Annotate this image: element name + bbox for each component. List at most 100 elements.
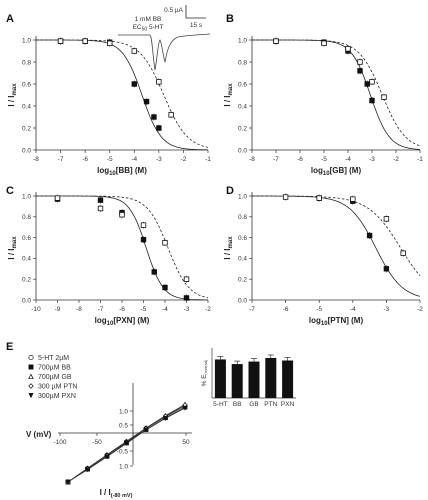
- y-axis-label: I / Imax: [7, 83, 18, 107]
- data-point-open: [131, 48, 137, 54]
- marker-triangle-down-filled: [182, 405, 188, 411]
- x-tick-label: -100: [53, 439, 66, 446]
- x-tick-label: -2: [205, 306, 211, 313]
- y-tick-label: 0.2: [238, 277, 247, 284]
- y-tick-label: 0.0: [238, 147, 247, 154]
- current-trace: [118, 33, 211, 71]
- x-tick-label: -2: [181, 156, 187, 163]
- y-tick-label: 0.8: [238, 214, 247, 221]
- scale-time-label: 15 s: [190, 22, 203, 29]
- data-point-filled: [131, 81, 137, 87]
- panel-letter: D: [226, 185, 234, 197]
- legend-entry: 5-HT 2µM: [38, 355, 69, 362]
- panel-letter: C: [6, 185, 14, 197]
- x-tick-label: -5: [321, 156, 327, 163]
- marker-triangle-down-filled: [123, 441, 130, 447]
- inset-category-label: 5-HT: [213, 401, 227, 408]
- data-point-open: [345, 46, 351, 52]
- inset-label-1: 1 mM BB: [135, 16, 162, 23]
- x-axis-label: log10[PTN] (M): [309, 316, 364, 327]
- panel-letter: A: [6, 13, 14, 25]
- fit-curve-open: [36, 195, 209, 299]
- data-point-filled: [156, 125, 162, 131]
- y-tick-label: 0.6: [22, 235, 31, 242]
- y-tick-label: 0.4: [22, 103, 31, 110]
- data-point-filled: [143, 98, 150, 105]
- y-tick-label: 0.0: [22, 147, 31, 154]
- y-tick-label: 1.0: [22, 37, 31, 44]
- x-tick-label: -6: [119, 306, 125, 313]
- y-tick-label: 1.0: [119, 463, 128, 470]
- y-axis-label: I / I(-80 mV): [100, 488, 133, 499]
- x-tick-label: -3: [184, 306, 190, 313]
- x-tick-label: -4: [162, 306, 168, 313]
- x-tick-label: -6: [297, 156, 303, 163]
- data-point-filled: [97, 197, 104, 203]
- marker-triangle-down-filled: [84, 467, 91, 473]
- inset-category-label: GB: [249, 401, 258, 408]
- inset-bar: [265, 358, 277, 398]
- y-tick-label: 1.0: [22, 193, 31, 200]
- data-point-open: [381, 94, 387, 100]
- data-point-open: [107, 40, 113, 46]
- marker-triangle-open: [28, 373, 34, 380]
- fit-curve-filled: [252, 39, 421, 150]
- marker-diamond-open: [28, 383, 34, 389]
- data-point-filled: [151, 269, 157, 275]
- x-tick-label: -8: [76, 306, 82, 313]
- y-tick-label: 0.4: [22, 256, 31, 263]
- x-tick-label: -3: [384, 306, 390, 313]
- y-tick-label: 1.0: [238, 37, 247, 44]
- data-point-open: [350, 196, 356, 202]
- y-tick-label: 0.8: [22, 214, 31, 221]
- marker-square-filled: [28, 364, 34, 370]
- inset-label-2: EC50 5-HT: [133, 24, 164, 33]
- data-point-open: [357, 59, 363, 65]
- data-point-filled: [364, 81, 370, 87]
- panel-C: C -10 -9 -8 -7 -6 -5 -4 -3 -2 0.0 0.2 0.4 0.6 0.8 1.0 lo…: [6, 185, 211, 327]
- fit-curve-open: [36, 39, 209, 148]
- x-tick-label: -4: [131, 156, 137, 163]
- data-point-open: [400, 250, 406, 256]
- y-tick-label: 0.2: [22, 125, 31, 132]
- fit-curve-open: [252, 195, 421, 277]
- data-point-open: [97, 205, 104, 212]
- x-tick-label: 50: [182, 439, 190, 446]
- data-point-open: [82, 38, 88, 44]
- data-point-open: [282, 194, 289, 200]
- y-tick-label: 0.2: [238, 125, 247, 132]
- y-tick-label: 1.0: [119, 408, 128, 415]
- inset-category-label: PXN: [281, 401, 295, 408]
- x-tick-label: -9: [55, 306, 61, 313]
- x-tick-label: -3: [156, 156, 162, 163]
- y-axis-label: I / Imax: [223, 236, 234, 260]
- y-tick-label: 0.6: [22, 81, 31, 88]
- y-tick-label: 0.8: [238, 59, 247, 66]
- data-point-open: [57, 38, 64, 44]
- data-point-open: [273, 38, 279, 44]
- x-tick-label: -6: [283, 306, 289, 313]
- data-point-open: [168, 112, 174, 118]
- y-tick-label: 0.8: [22, 59, 31, 66]
- marker-triangle-down-filled: [143, 427, 149, 433]
- data-point-filled: [162, 284, 168, 291]
- y-tick-label: 0.4: [238, 256, 247, 263]
- y-tick-label: 0.4: [238, 103, 247, 110]
- y-tick-label: 0.2: [22, 277, 31, 284]
- x-tick-label: -10: [31, 306, 41, 313]
- fit-curve-filled: [252, 195, 421, 297]
- data-point-open: [119, 212, 125, 218]
- y-tick-label: 0.5: [119, 422, 128, 429]
- x-tick-label: -5: [316, 306, 322, 313]
- x-tick-label: -7: [58, 156, 64, 163]
- data-point-open: [369, 79, 375, 85]
- x-axis-label: V (mV): [26, 430, 52, 439]
- data-point-filled: [369, 97, 375, 104]
- panel-E: E -100 -50 50 1.0 0.5 -0.5 1.0 V (mV) I / I(-80 m…: [6, 341, 296, 499]
- panel-D: D -7 -6 -5 -4 -3 -2 0.0 0.2 0.4 0.6 0.8 1.0 log10[PTN…: [223, 185, 423, 327]
- x-tick-label: -2: [393, 156, 399, 163]
- inset-category-label: BB: [233, 401, 242, 408]
- x-tick-label: -8: [33, 156, 39, 163]
- data-point-filled: [383, 266, 390, 272]
